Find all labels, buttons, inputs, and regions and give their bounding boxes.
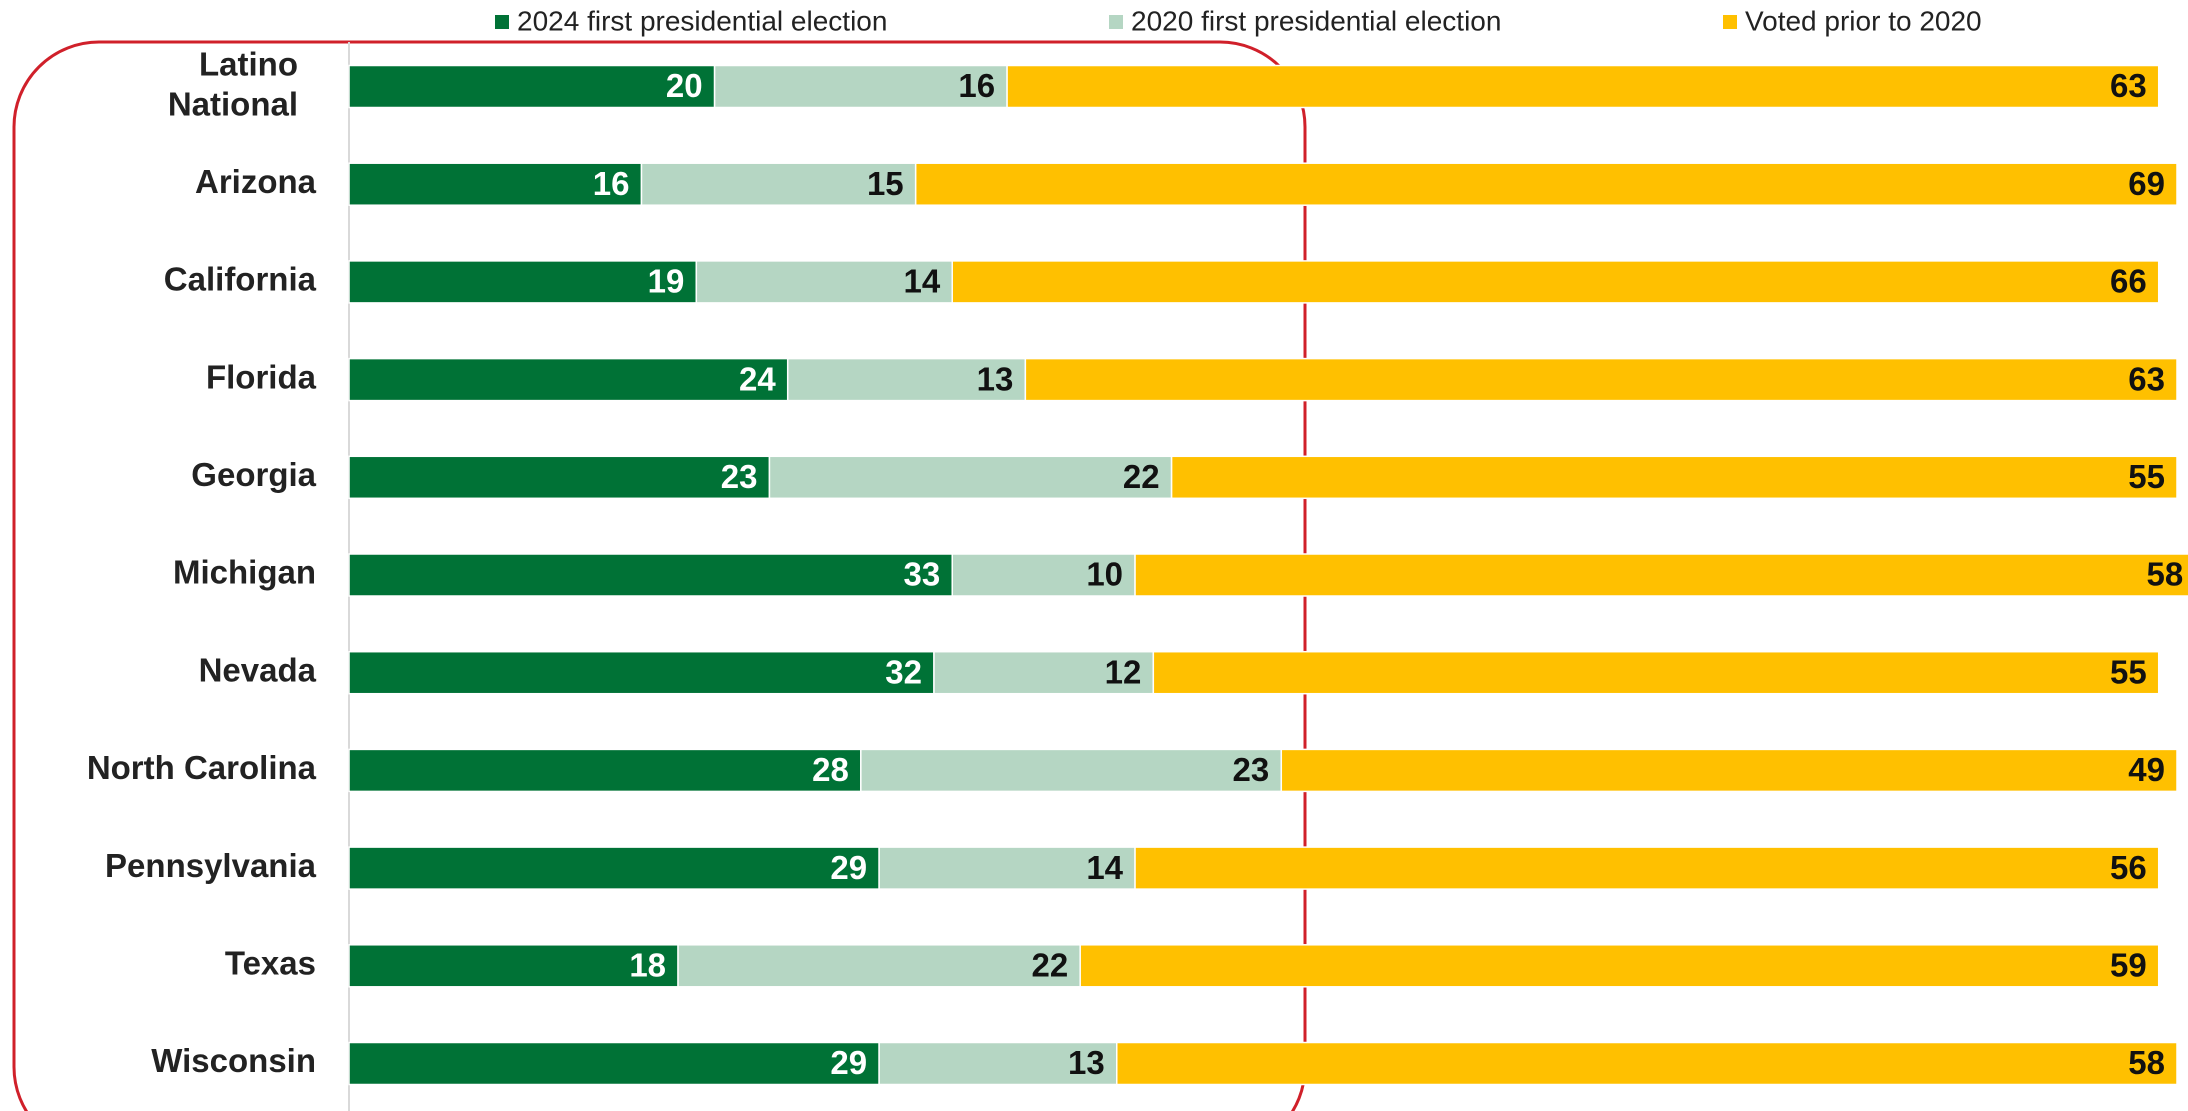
value-label: 15 — [867, 165, 904, 202]
bar-segment — [677, 944, 1081, 988]
category-line: Latino — [199, 45, 298, 82]
value-label: 19 — [648, 263, 685, 300]
value-label: 14 — [1086, 849, 1123, 886]
category-label: Arizona — [195, 163, 317, 200]
category-label: Nevada — [199, 651, 317, 688]
bar-segment — [1280, 748, 2178, 793]
bar-segment — [1006, 64, 2160, 109]
bar-segment — [860, 748, 1283, 793]
bar-segment — [348, 64, 716, 109]
category-label: Georgia — [191, 456, 316, 493]
bar-segment — [348, 455, 771, 500]
value-label: 12 — [1105, 653, 1142, 690]
value-label: 66 — [2110, 263, 2147, 300]
bar-segment — [914, 162, 2178, 206]
value-label: 29 — [830, 1044, 867, 1081]
value-label: 29 — [830, 849, 867, 886]
bar-segment — [348, 944, 679, 988]
bar-segment — [348, 650, 935, 695]
bar-segment — [951, 553, 1136, 597]
value-label: 55 — [2110, 653, 2147, 690]
bar-segment — [348, 846, 880, 890]
value-label: 28 — [812, 751, 849, 788]
value-label: 59 — [2110, 947, 2147, 984]
value-label: 20 — [666, 67, 703, 104]
legend-swatch — [495, 15, 509, 29]
bar-segment — [951, 260, 2160, 304]
bar-segment — [878, 846, 1136, 890]
value-label: 33 — [904, 556, 941, 593]
bar-segment — [933, 650, 1155, 695]
category-label: Pennsylvania — [105, 847, 317, 884]
category-label: Florida — [206, 358, 317, 395]
bar-segment — [1079, 944, 2160, 988]
value-label: 23 — [1233, 751, 1270, 788]
value-label: 24 — [739, 360, 776, 397]
value-label: 16 — [958, 67, 995, 104]
bar-segment — [348, 1041, 880, 1086]
value-label: 22 — [1123, 458, 1160, 495]
bar-segment — [348, 162, 643, 206]
bar-segment — [640, 162, 917, 206]
value-label: 16 — [593, 165, 630, 202]
value-label: 63 — [2110, 67, 2147, 104]
bar-segment — [1024, 357, 2178, 402]
bar-segment — [348, 260, 698, 304]
value-label: 49 — [2128, 751, 2165, 788]
bar-segment — [1116, 1041, 2178, 1086]
value-label: 32 — [885, 653, 922, 690]
value-label: 56 — [2110, 849, 2147, 886]
category-label: Wisconsin — [151, 1042, 316, 1079]
bar-segment — [1152, 650, 2160, 695]
bar-segment — [695, 260, 953, 304]
legend-label: 2020 first presidential election — [1131, 5, 1501, 36]
value-label: 55 — [2128, 458, 2165, 495]
value-label: 63 — [2128, 360, 2165, 397]
bar-segment — [348, 553, 953, 597]
legend-swatch — [1109, 15, 1123, 29]
value-label: 58 — [2128, 1044, 2165, 1081]
value-label: 13 — [977, 360, 1014, 397]
category-label: Latino National — [168, 45, 298, 122]
highlight-outline — [12, 40, 1307, 1111]
bar-segment — [768, 455, 1173, 500]
value-label: 10 — [1086, 556, 1123, 593]
legend-label: 2024 first presidential election — [517, 5, 887, 36]
value-label: 13 — [1068, 1044, 1105, 1081]
category-label: North Carolina — [87, 749, 317, 786]
bar-segment — [878, 1041, 1118, 1086]
legend-swatch — [1723, 15, 1737, 29]
bar-segment — [713, 64, 1008, 109]
value-label: 58 — [2147, 556, 2184, 593]
value-label: 69 — [2128, 165, 2165, 202]
value-label: 22 — [1031, 947, 1068, 984]
category-label: California — [164, 261, 317, 298]
bar-segment — [1170, 455, 2178, 500]
value-label: 23 — [721, 458, 758, 495]
bar-segment — [348, 748, 862, 793]
bar-segment — [1134, 553, 2188, 597]
bar-segment — [348, 357, 789, 402]
category-line: National — [168, 85, 298, 122]
category-label: Michigan — [173, 554, 316, 591]
value-label: 14 — [904, 263, 941, 300]
bar-segment — [1134, 846, 2160, 890]
legend-label: Voted prior to 2020 — [1745, 5, 1982, 36]
value-label: 18 — [629, 947, 666, 984]
category-label: Texas — [225, 945, 316, 982]
